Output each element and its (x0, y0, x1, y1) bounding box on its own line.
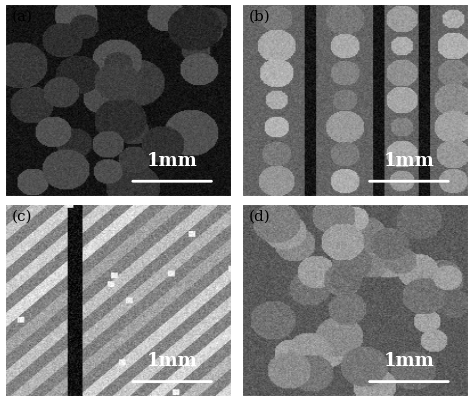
Text: 1mm: 1mm (383, 352, 434, 370)
Text: 1mm: 1mm (383, 152, 434, 170)
Text: 1mm: 1mm (147, 352, 198, 370)
Text: (d): (d) (248, 210, 270, 224)
Text: 1mm: 1mm (147, 152, 198, 170)
Text: (c): (c) (11, 210, 32, 224)
Text: (b): (b) (248, 10, 270, 24)
Text: (a): (a) (11, 10, 33, 24)
